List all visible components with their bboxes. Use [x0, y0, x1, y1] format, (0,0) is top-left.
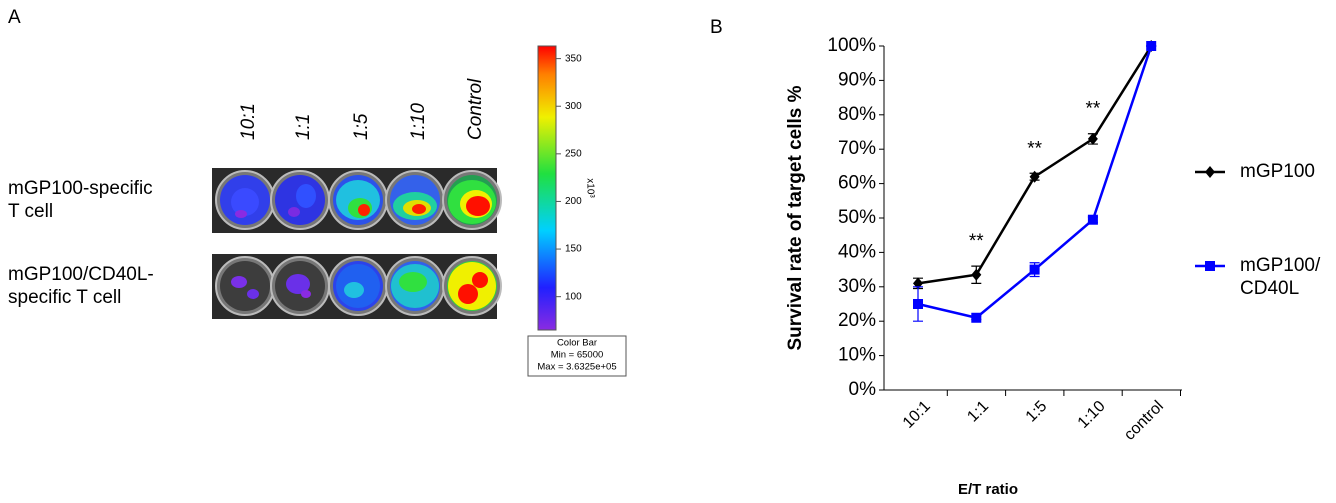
annotation: **	[1027, 138, 1042, 159]
marker	[1088, 215, 1098, 225]
well-signal	[358, 204, 370, 216]
y-tick-label: 70%	[838, 138, 876, 159]
colorbar-box-text: Color Bar	[557, 338, 597, 349]
column-label: Control	[465, 78, 486, 140]
colorbar-tick-label: 300	[565, 101, 582, 112]
well-signal	[235, 210, 247, 218]
column-label: 10:1	[238, 103, 259, 140]
y-tick-label: 60%	[838, 173, 876, 194]
column-label: 1:10	[408, 103, 429, 140]
colorbar-tick-label: 150	[565, 244, 582, 255]
colorbar	[538, 46, 556, 330]
y-tick-label: 80%	[838, 104, 876, 125]
column-label: 1:1	[293, 114, 314, 140]
colorbar-unit: x10³	[584, 178, 595, 198]
row-label: mGP100/CD40L-specific T cell	[8, 264, 154, 308]
well-signal	[220, 261, 270, 311]
well-signal	[466, 196, 490, 216]
legend-label: mGP100/CD40L	[1240, 255, 1321, 299]
page: A B E/T ratio Survival rate of target ce…	[0, 0, 1336, 503]
x-tick-label: 1:5	[1023, 398, 1051, 426]
well-signal	[344, 282, 364, 298]
marker	[913, 299, 923, 309]
x-tick-label: 10:1	[900, 398, 934, 432]
series-line	[918, 46, 1151, 283]
x-tick-label: control	[1121, 398, 1167, 444]
marker	[1030, 265, 1040, 275]
colorbar-tick-label: 100	[565, 291, 582, 302]
colorbar-box-text: Min = 65000	[551, 350, 604, 361]
colorbar-box-text: Max = 3.6325e+05	[537, 362, 616, 373]
well-signal	[296, 184, 316, 208]
marker	[1146, 41, 1156, 51]
well-signal	[412, 204, 426, 214]
y-tick-label: 100%	[827, 35, 876, 56]
well-signal	[247, 289, 259, 299]
y-tick-label: 0%	[849, 379, 877, 400]
well-signal	[288, 207, 300, 217]
well-signal	[301, 290, 311, 298]
y-tick-label: 50%	[838, 207, 876, 228]
well-signal	[472, 272, 488, 288]
panel-label: B	[710, 17, 723, 38]
well-signal	[231, 276, 247, 288]
x-axis-title: E/T ratio	[958, 481, 1018, 498]
legend-label: mGP100	[1240, 161, 1315, 182]
y-tick-label: 90%	[838, 69, 876, 90]
y-tick-label: 30%	[838, 276, 876, 297]
x-tick-label: 1:1	[964, 398, 992, 426]
marker	[1205, 166, 1215, 178]
annotation: **	[969, 231, 984, 252]
column-label: 1:5	[351, 113, 372, 140]
colorbar-tick-label: 350	[565, 53, 582, 64]
colorbar-tick-label: 250	[565, 148, 582, 159]
colorbar-tick-label: 200	[565, 196, 582, 207]
y-axis-title: Survival rate of target cells %	[785, 85, 806, 350]
annotation: **	[1086, 99, 1101, 120]
y-tick-label: 10%	[838, 345, 876, 366]
marker	[971, 313, 981, 323]
well-signal	[458, 284, 478, 304]
y-tick-label: 40%	[838, 241, 876, 262]
y-tick-label: 20%	[838, 310, 876, 331]
marker	[1205, 261, 1215, 271]
well-signal	[399, 272, 427, 292]
panel-label: A	[8, 7, 21, 28]
x-tick-label: 1:10	[1075, 398, 1109, 432]
figure: A B E/T ratio Survival rate of target ce…	[0, 0, 1336, 503]
